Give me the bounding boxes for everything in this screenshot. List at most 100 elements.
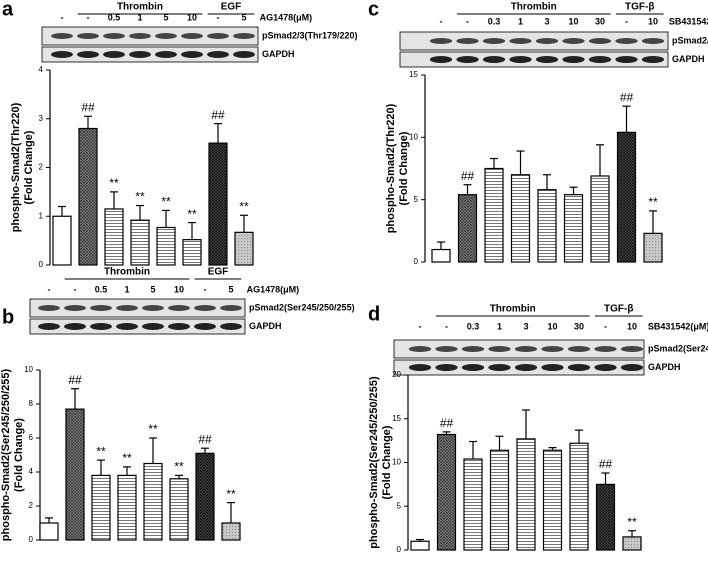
lane-label: 10 [547, 321, 557, 331]
blot-band [233, 33, 255, 39]
y-axis-label: (Fold Change) [13, 418, 25, 492]
blot-band [588, 38, 612, 44]
significance-label: ## [599, 457, 613, 471]
bar [542, 449, 563, 551]
blot-label: pSmad2/3(Thr179/220) [262, 30, 358, 40]
blot-band [103, 51, 125, 58]
blot-band [514, 364, 538, 371]
blot-band [541, 346, 564, 352]
blot-label: GAPDH [249, 321, 282, 331]
significance-label: ** [96, 444, 106, 458]
significance-label: ** [135, 190, 145, 204]
y-tick-label: 2 [29, 501, 34, 510]
bar [234, 231, 254, 266]
bar [78, 127, 98, 266]
blot-band [220, 323, 242, 330]
bar [169, 478, 189, 541]
blot-band [207, 33, 229, 39]
treatment-label: SB431542(μM) [669, 16, 708, 26]
lane-label: 0.3 [488, 16, 501, 26]
blot-band [51, 51, 73, 58]
blot-band [435, 346, 458, 352]
lane-label: 0.5 [95, 284, 108, 294]
blot-strip [399, 31, 669, 51]
lane-label: - [87, 12, 90, 22]
y-tick-label: 8 [29, 399, 34, 408]
bar [595, 483, 616, 551]
blot-band [615, 56, 638, 63]
bar [221, 522, 241, 541]
blot-band [194, 305, 216, 311]
lane-label: 5 [150, 284, 155, 294]
group-label: TGF-β [625, 2, 654, 13]
blot-band [456, 56, 479, 63]
lane-label: 0.5 [108, 12, 121, 22]
blot-band [641, 38, 665, 44]
significance-label: ** [226, 487, 236, 501]
bar [117, 474, 137, 541]
lane-label: - [625, 16, 628, 26]
lane-label: - [48, 284, 51, 294]
group-label: EGF [208, 267, 229, 278]
bar [91, 474, 111, 541]
y-axis-label: phospho-Smad2(Ser245/250/255) [0, 368, 12, 541]
blot-band [38, 305, 60, 311]
blot-band [129, 33, 151, 39]
blot-label: GAPDH [672, 54, 705, 64]
bar [563, 194, 584, 263]
y-tick-label: 3 [39, 114, 44, 123]
blot-band [594, 364, 617, 371]
blot-band [90, 305, 112, 311]
y-axis-label: (Fold Change) [381, 425, 393, 499]
lane-label: 10 [187, 12, 197, 22]
bar [156, 226, 176, 266]
y-tick-label: 1 [39, 211, 44, 220]
y-tick-label: 6 [29, 433, 34, 442]
y-tick-label: 10 [392, 458, 401, 467]
lane-label: 10 [568, 16, 578, 26]
blot-band [116, 305, 138, 311]
blot-band [461, 364, 485, 371]
blot-band [567, 346, 591, 352]
group-label: TGF-β [604, 304, 633, 315]
bar [52, 215, 72, 266]
significance-label: ## [620, 90, 634, 104]
blot-band [194, 323, 216, 330]
blot-band [168, 305, 190, 311]
bar [510, 174, 531, 263]
lane-label: 5 [241, 12, 246, 22]
blot-band [509, 56, 532, 63]
significance-label: ** [648, 195, 658, 209]
blot-band [116, 323, 138, 330]
blot-band [103, 33, 125, 39]
bar [457, 194, 478, 263]
blot-band [567, 364, 591, 371]
lane-label: 5 [163, 12, 168, 22]
y-axis-label: phospho-Smad2(Ser245/250/255) [368, 376, 380, 549]
panel-letter: c [368, 0, 379, 20]
blot-band [233, 51, 255, 58]
lane-label: 30 [574, 321, 584, 331]
bar [463, 458, 483, 551]
lane-label: - [445, 321, 448, 331]
y-tick-label: 5 [397, 501, 402, 510]
significance-label: ** [122, 451, 132, 465]
blot-band [408, 346, 432, 352]
significance-label: ** [161, 195, 171, 209]
y-tick-label: 4 [39, 65, 44, 74]
significance-label: ** [109, 176, 119, 190]
y-tick-label: 0 [39, 260, 44, 269]
bar [410, 540, 430, 551]
significance-label: ## [198, 432, 212, 446]
blot-band [64, 323, 86, 330]
lane-label: 1 [137, 12, 142, 22]
lane-label: - [204, 284, 207, 294]
significance-label: ** [174, 460, 184, 474]
panel-letter: a [2, 0, 14, 20]
y-tick-label: 15 [409, 70, 418, 79]
lane-label: 5 [228, 284, 233, 294]
blot-band [615, 38, 638, 44]
y-axis-label: phospho-Smad2(Thr220) [10, 102, 22, 232]
lane-label: - [604, 321, 607, 331]
